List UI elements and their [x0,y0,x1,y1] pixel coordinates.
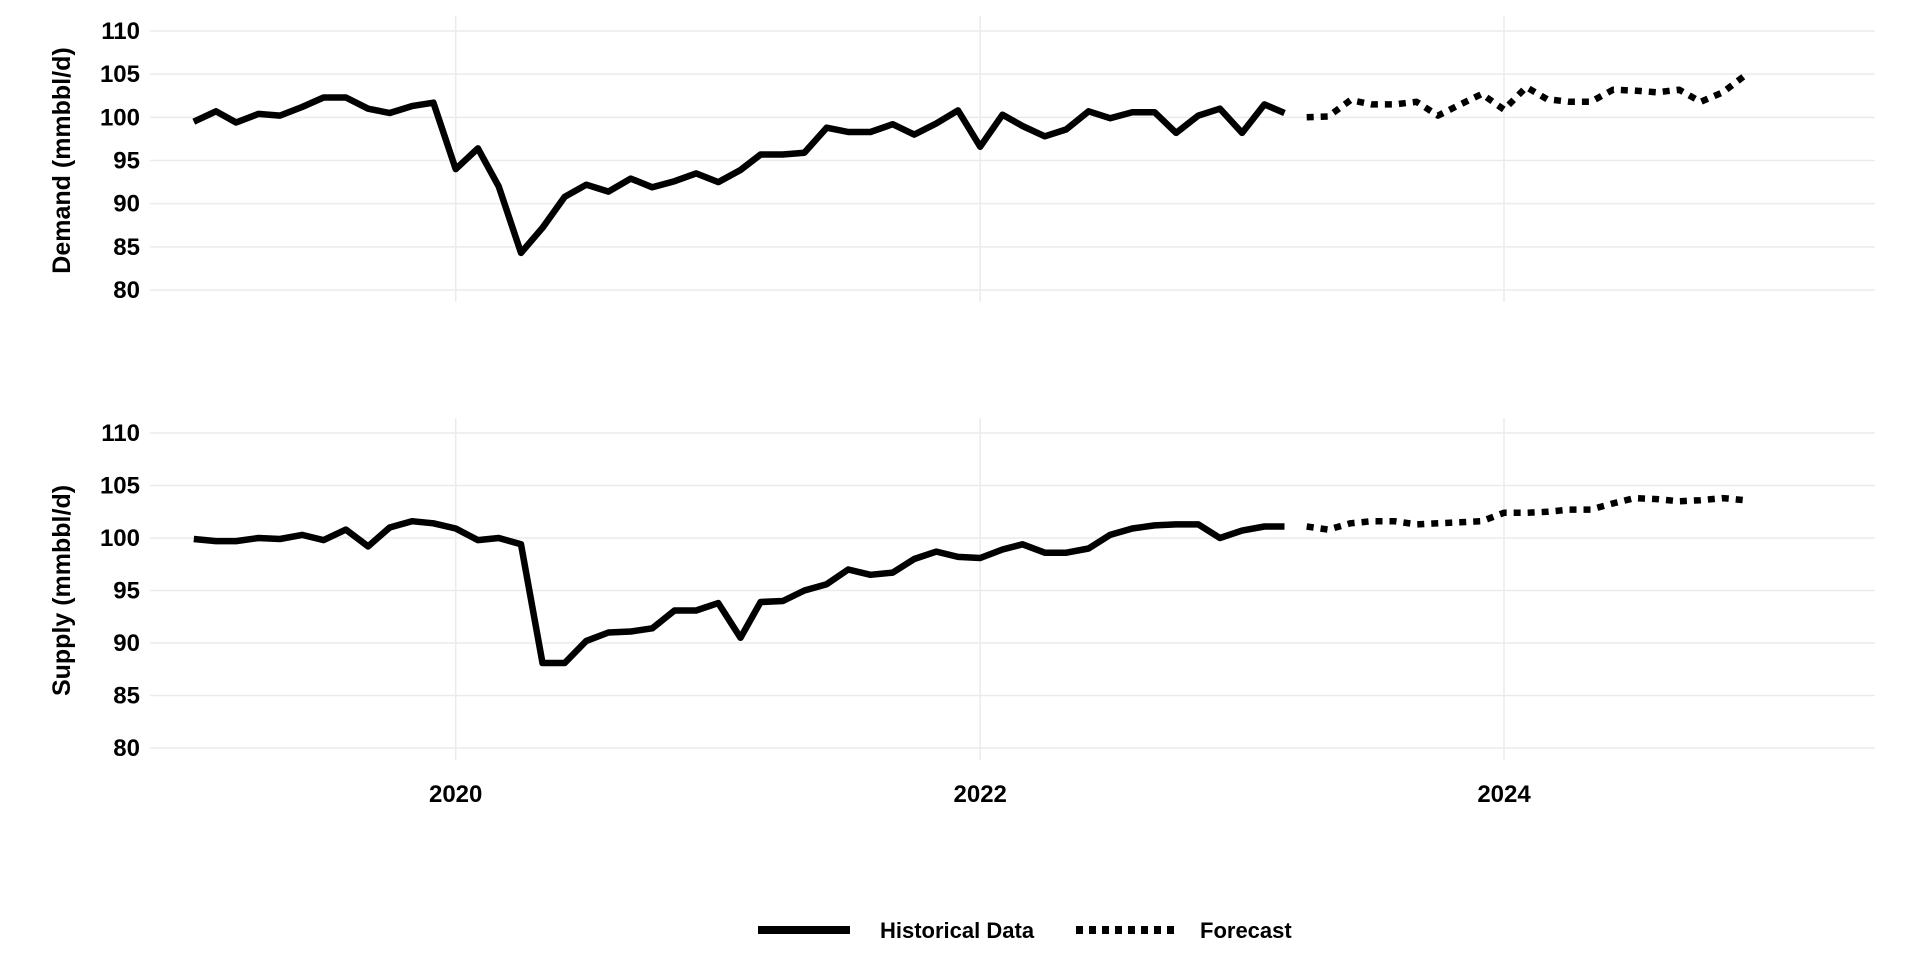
y-tick-label: 85 [113,683,140,710]
historical-series-line [192,94,1286,257]
x-tick-label: 2024 [1477,781,1531,808]
y-tick-label: 105 [100,473,140,500]
supply-panel: 80 85 90 95 100 105 110 2020 2022 2024 Supply (mmb… [48,418,1875,808]
y-tick-label: 90 [113,630,140,657]
x-tick-label: 2022 [954,781,1007,808]
forecast-series-line [1306,73,1747,121]
y-tick-label: 95 [113,578,140,605]
y-tick-label: 85 [113,234,140,261]
y-tick-label: 95 [113,148,140,175]
y-axis-title: Supply (mmbbl/d) [48,485,76,696]
y-tick-label: 90 [113,191,140,218]
y-axis-title: Demand (mmbbl/d) [48,47,76,273]
forecast-series-line [1306,494,1745,533]
y-tick-label: 80 [113,735,140,762]
legend: Historical Data Forecast [758,918,1292,943]
y-tick-label: 105 [100,61,140,88]
x-tick-label: 2020 [429,781,482,808]
y-tick-label: 110 [101,18,140,45]
legend-label-forecast: Forecast [1200,918,1292,943]
y-tick-label: 100 [100,104,140,131]
y-tick-label: 80 [113,277,140,304]
y-tick-label: 110 [101,420,140,447]
demand-panel: 80 85 90 95 100 105 110 Demand (mmbbl/d) [48,16,1875,304]
legend-label-historical: Historical Data [880,918,1035,943]
y-tick-label: 100 [100,525,140,552]
historical-series-line [193,517,1285,667]
